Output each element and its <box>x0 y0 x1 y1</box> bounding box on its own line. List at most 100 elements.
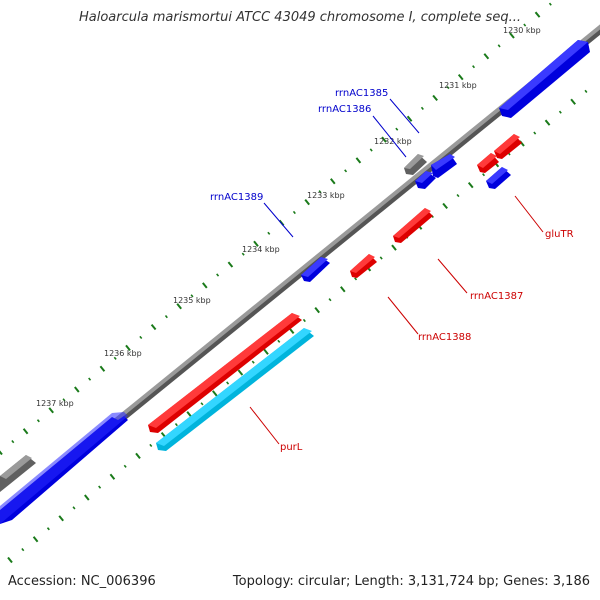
forward-tick <box>164 314 168 319</box>
reverse-tick <box>354 277 358 281</box>
forward-tick <box>190 294 194 298</box>
reverse-tick <box>237 369 244 376</box>
reverse-tick <box>570 98 576 105</box>
reverse-tick <box>482 173 486 177</box>
reverse-tick <box>32 536 39 543</box>
feature-rrnAC1388[interactable] <box>350 254 377 278</box>
leader-gluTR <box>514 195 544 233</box>
summary-text: Topology: circular; Length: 3,131,724 bp… <box>232 574 590 589</box>
forward-tick <box>216 273 220 277</box>
forward-tick <box>330 178 336 185</box>
reverse-tick <box>212 390 218 397</box>
feature-grey-left[interactable] <box>0 455 36 492</box>
reverse-tick <box>584 89 588 93</box>
reverse-tick <box>123 464 127 468</box>
reverse-tick <box>174 422 178 427</box>
feature-reverse-small-2[interactable] <box>494 134 522 159</box>
reverse-tick <box>456 193 460 198</box>
feature-rrnAC1387[interactable] <box>393 208 433 243</box>
reverse-tick <box>149 443 153 448</box>
scale-label-1236: 1236 kbp <box>104 349 142 358</box>
forward-tick <box>74 386 80 393</box>
scale-label-1235: 1235 kbp <box>173 296 211 305</box>
scale-label-1232: 1232 kbp <box>374 137 412 146</box>
forward-tick <box>150 323 157 331</box>
forward-tick <box>406 115 413 122</box>
label-rrnAC1385: rrnAC1385 <box>335 88 388 99</box>
forward-tick <box>176 303 182 310</box>
leader-rrnAC1389 <box>263 202 294 238</box>
feature-purL[interactable] <box>156 328 314 451</box>
leader-purL <box>249 406 280 445</box>
forward-tick <box>304 198 310 206</box>
forward-tick <box>62 398 66 402</box>
feature-rrnAC1386[interactable] <box>415 171 436 189</box>
forward-tick <box>548 2 552 6</box>
reverse-tick <box>263 348 269 355</box>
reverse-tick <box>533 131 537 135</box>
forward-tick <box>11 439 15 444</box>
scale-label-1231: 1231 kbp <box>439 81 477 90</box>
forward-tick <box>483 53 490 60</box>
forward-tick <box>534 11 541 18</box>
forward-tick <box>227 261 234 268</box>
scale-label-1230: 1230 kbp <box>503 26 541 35</box>
reverse-tick <box>544 119 551 126</box>
reverse-tick <box>302 318 306 323</box>
label-gluTR: gluTR <box>545 229 574 240</box>
reverse-tick <box>467 181 474 189</box>
reverse-tick <box>46 527 50 531</box>
forward-tick <box>292 210 296 215</box>
forward-tick <box>523 23 527 27</box>
reverse-tick <box>98 485 102 489</box>
forward-tick <box>125 344 131 352</box>
forward-tick <box>22 428 29 435</box>
forward-tick <box>420 106 424 111</box>
feature-forward-left[interactable] <box>0 412 128 524</box>
reverse-tick <box>277 339 281 343</box>
reverse-tick <box>186 411 192 418</box>
forward-tick <box>318 190 322 194</box>
forward-tick <box>446 85 450 90</box>
leader-rrnAC1388 <box>387 296 419 335</box>
reverse-tick <box>340 286 346 293</box>
reverse-scale-ticks <box>7 89 588 564</box>
forward-tick <box>472 65 476 69</box>
leader-rrnAC1387 <box>437 258 468 294</box>
label-rrnAC1389: rrnAC1389 <box>210 192 263 203</box>
label-purL: purL <box>280 442 303 453</box>
reverse-tick <box>328 298 332 302</box>
leader-rrnAC1386 <box>372 115 407 158</box>
reverse-tick <box>314 306 320 314</box>
forward-tick <box>48 407 54 414</box>
forward-tick <box>497 44 501 48</box>
reverse-tick <box>558 110 562 114</box>
feature-grey-rrn[interactable] <box>404 154 427 175</box>
feature-forward-topright[interactable] <box>499 40 590 118</box>
feature-rrnAC1385[interactable] <box>431 154 457 178</box>
label-rrnAC1386: rrnAC1386 <box>318 104 371 115</box>
forward-tick <box>99 365 106 372</box>
feature-reverse-large[interactable] <box>148 313 302 433</box>
reverse-tick <box>251 360 255 364</box>
leader-rrnAC1385 <box>389 98 420 134</box>
forward-tick <box>241 252 245 256</box>
reverse-tick <box>58 515 64 522</box>
accession-text: Accession: NC_006396 <box>8 574 156 589</box>
label-rrnAC1388: rrnAC1388 <box>418 332 471 343</box>
feature-gluTR[interactable] <box>486 167 511 189</box>
forward-tick <box>432 94 438 102</box>
reverse-tick <box>442 202 448 210</box>
forward-tick <box>395 127 399 131</box>
scale-label-1234: 1234 kbp <box>242 245 280 254</box>
forward-tick <box>381 136 387 143</box>
feature-rrnAC1389[interactable] <box>301 257 330 282</box>
forward-tick <box>253 240 259 247</box>
reverse-tick <box>72 506 76 510</box>
scale-label-1237: 1237 kbp <box>36 399 74 408</box>
feature-reverse-small-1[interactable] <box>477 153 499 173</box>
reverse-tick <box>200 402 204 406</box>
forward-tick <box>139 335 143 340</box>
